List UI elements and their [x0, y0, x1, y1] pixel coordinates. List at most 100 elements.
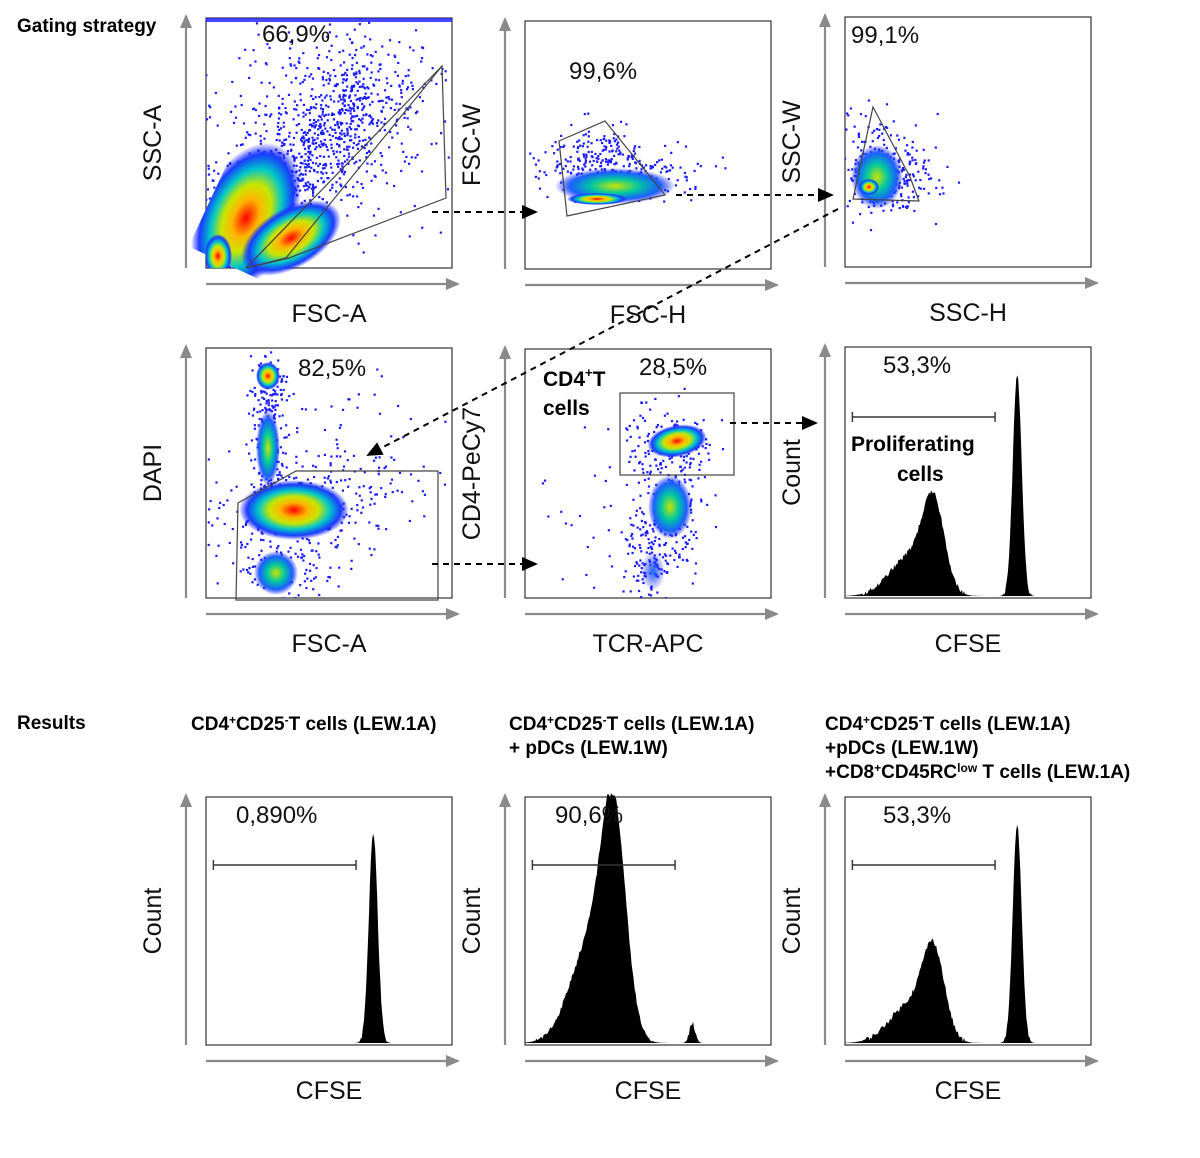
caption-line: +pDCs (LEW.1W) — [825, 737, 1130, 761]
density-hotspot — [206, 234, 232, 268]
results-caption-2: CD4+CD25-T cells (LEW.1A) + pDCs (LEW.1W) — [509, 713, 754, 761]
caption-text: CD45RC — [881, 762, 958, 783]
y-axis-label: Count — [458, 888, 486, 955]
x-axis-label: CFSE — [615, 1077, 682, 1105]
histogram-area — [845, 375, 1091, 596]
panel-p6: CFSE Count 53,3% Proliferating cells — [778, 343, 1099, 658]
gate-percentage: 99,1% — [851, 22, 919, 49]
gate-polygon — [235, 470, 439, 601]
plot-frame — [205, 347, 453, 599]
density-hotspot — [254, 551, 298, 595]
gate-edge — [245, 65, 443, 269]
caption-superscript: + — [874, 761, 882, 775]
gate-range-bar — [851, 860, 996, 870]
caption-superscript: + — [547, 713, 555, 727]
x-axis-label: CFSE — [935, 630, 1002, 658]
y-axis-label: CD4-PeCy7 — [458, 407, 486, 540]
density-hotspot — [256, 362, 280, 390]
density-hotspot — [647, 424, 707, 458]
caption-text: +CD8 — [825, 762, 875, 783]
gate-label-line2: cells — [543, 397, 590, 420]
density-hotspot — [859, 179, 879, 195]
caption-superscript: low — [957, 761, 978, 775]
y-axis-label: SSC-A — [139, 104, 167, 181]
gate-percentage: 82,5% — [298, 355, 366, 382]
histogram-area — [845, 824, 1091, 1043]
caption-text: CD25 — [554, 714, 603, 735]
caption-text: CD25 — [236, 714, 285, 735]
event-dots — [541, 387, 725, 598]
gating-connectors — [366, 188, 839, 571]
plot-frame — [844, 796, 1092, 1046]
gate-polygon — [245, 64, 447, 269]
plot-frame — [524, 348, 772, 599]
x-axis-label: CFSE — [935, 1077, 1002, 1105]
caption-superscript: - — [284, 713, 289, 727]
gate-range-bar — [851, 412, 996, 422]
caption-text: CD4 — [191, 714, 230, 735]
x-axis-label: FSC-A — [292, 300, 367, 328]
y-axis-label: SSC-W — [778, 100, 806, 184]
density-hotspot — [641, 551, 665, 591]
results-caption-3: CD4+CD25-T cells (LEW.1A) +pDCs (LEW.1W) +… — [825, 713, 1130, 785]
gate-percentage: 53,3% — [883, 802, 951, 829]
x-axis-label: TCR-APC — [592, 630, 703, 658]
density-hotspot — [256, 410, 280, 486]
caption-line: CD4+CD25-T cells (LEW.1A) — [825, 713, 1130, 737]
plot-frame — [844, 16, 1092, 268]
results-title: Results — [17, 713, 86, 734]
plot-frame — [844, 346, 1092, 599]
x-axis-label: FSC-H — [610, 301, 686, 329]
plot-frame — [205, 796, 453, 1046]
density-hotspot — [567, 193, 627, 205]
caption-text: +pDCs (LEW.1W) — [825, 738, 979, 759]
density-hotspot — [648, 475, 692, 539]
caption-text: CD25 — [870, 714, 919, 735]
gate-percentage: 99,6% — [569, 58, 637, 85]
caption-text: T cells (LEW.1A) — [606, 714, 755, 735]
y-axis-label: FSC-W — [458, 104, 486, 186]
gate-label-superscript: + — [585, 365, 593, 380]
plot-frame — [524, 796, 772, 1046]
caption-line: +CD8+CD45RClow T cells (LEW.1A) — [825, 761, 1130, 785]
caption-text: T cells (LEW.1A) — [288, 714, 437, 735]
gate-percentage: 28,5% — [639, 354, 707, 381]
gate-label-text: CD4 — [543, 368, 585, 391]
caption-superscript: - — [602, 713, 607, 727]
panel-r2: CFSE Count 90,6% — [458, 793, 779, 1105]
caption-text: CD4 — [825, 714, 864, 735]
gate-polygon — [558, 120, 667, 217]
panel-r1: CFSE Count 0,890% — [139, 793, 460, 1105]
gate-percentage: 53,3% — [883, 352, 951, 379]
gate-percentage: 90,6% — [555, 802, 623, 829]
gate-label: Proliferating — [851, 433, 975, 456]
caption-text: T cells (LEW.1A) — [977, 762, 1131, 783]
panel-p1: FSC-A SSC-A 66,9% — [139, 14, 460, 328]
panel-p3: SSC-H SSC-W 99,1% — [778, 13, 1099, 327]
plot-frame — [524, 20, 772, 270]
x-axis-label: FSC-A — [292, 630, 367, 658]
caption-text: CD4 — [509, 714, 548, 735]
gate-label: CD4+T — [543, 365, 606, 391]
gate-percentage: 0,890% — [236, 802, 317, 829]
caption-superscript: + — [863, 713, 871, 727]
panel-p2: FSC-H FSC-W 99,6% — [458, 17, 779, 329]
y-axis-label: Count — [139, 888, 167, 955]
gate-range-bar — [531, 860, 676, 870]
caption-superscript: - — [918, 713, 923, 727]
gate-label-text: T — [593, 368, 606, 391]
gate-label-line2: cells — [897, 463, 944, 486]
connector-p3-p4 — [366, 208, 839, 456]
density-hotspot — [241, 200, 341, 276]
y-axis-label: DAPI — [139, 444, 167, 502]
results-caption-1: CD4+CD25-T cells (LEW.1A) — [191, 713, 436, 737]
histogram-area — [525, 793, 771, 1043]
y-axis-label: Count — [778, 888, 806, 955]
caption-line: CD4+CD25-T cells (LEW.1A) — [191, 713, 436, 737]
panel-r3: CFSE Count 53,3% — [778, 793, 1099, 1105]
caption-line: CD4+CD25-T cells (LEW.1A) — [509, 713, 754, 737]
x-axis-label: CFSE — [296, 1077, 363, 1105]
gate-percentage: 66,9% — [262, 21, 330, 48]
gate-rectangle — [619, 392, 735, 476]
gate-polygon — [852, 105, 920, 202]
